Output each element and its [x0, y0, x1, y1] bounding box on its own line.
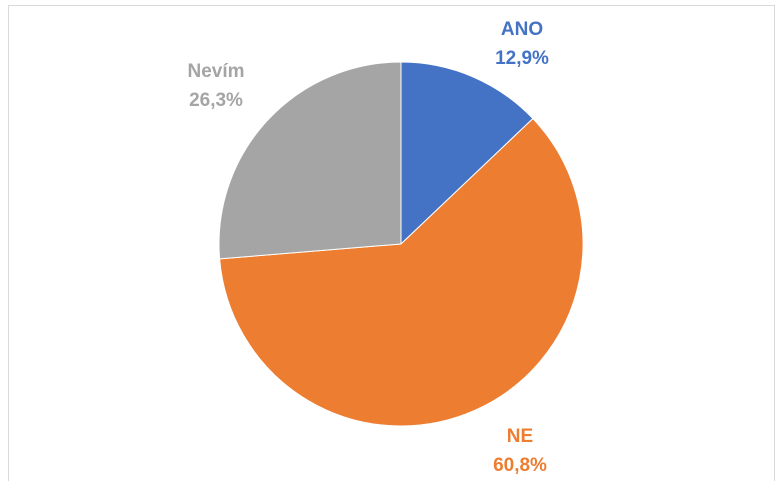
slices: [218, 61, 584, 427]
value-label: 26,3%: [189, 90, 243, 111]
pie-slice: [400, 61, 534, 246]
pie-slice: [219, 117, 584, 427]
category-label: NE: [507, 426, 533, 447]
pie-slice: [218, 61, 402, 260]
labels: ANO 12,9% NE 60,8% Nevím 26,3%: [187, 19, 549, 476]
value-label: 60,8%: [493, 455, 547, 476]
category-label: ANO: [501, 19, 543, 40]
category-label: Nevím: [187, 61, 244, 82]
value-label: 12,9%: [495, 48, 549, 69]
